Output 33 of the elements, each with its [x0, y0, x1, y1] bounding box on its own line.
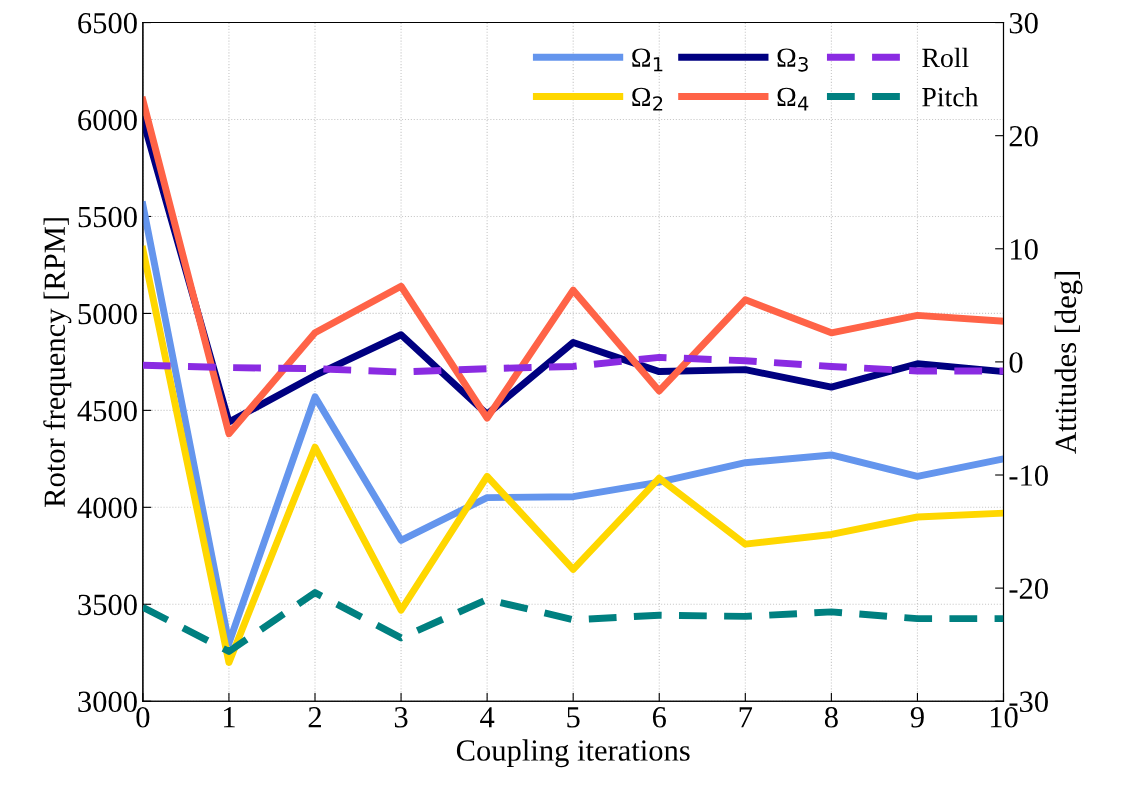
- y2-tick-label: 30: [1009, 12, 1038, 34]
- legend-label: Pitch: [922, 86, 979, 107]
- legend-label: Ω$_{4}$: [777, 87, 809, 111]
- y2-tick-label: 0: [1009, 352, 1023, 373]
- y-tick-label: 5500: [78, 206, 137, 228]
- legend-label: Ω$_{2}$: [632, 87, 663, 111]
- y-tick-label: 4000: [77, 497, 137, 519]
- y-tick-label: 3500: [78, 594, 137, 616]
- x-tick-label: 6: [652, 707, 666, 728]
- x-tick-label: 3: [394, 707, 408, 728]
- y-axis-title: Rotor frequency [RPM]: [43, 218, 72, 507]
- x-tick-label: 8: [824, 706, 838, 728]
- y-tick-label: 3000: [78, 691, 137, 713]
- x-tick-label: 1: [223, 707, 235, 728]
- y2-axis-title: Attitudes [deg]: [1054, 272, 1083, 454]
- x-tick-label: 5: [567, 707, 580, 728]
- y-tick-label: 6000: [78, 109, 137, 131]
- x-tick-label: 2: [308, 707, 321, 728]
- y-tick-label: 6500: [78, 12, 137, 34]
- x-tick-label: 4: [480, 707, 495, 728]
- y-tick-label: 4500: [77, 400, 137, 422]
- legend-label: Ω$_{3}$: [777, 48, 808, 72]
- y-tick-label: 5000: [78, 303, 137, 325]
- y2-tick-label: -10: [1009, 465, 1048, 486]
- x-tick-label: 0: [136, 706, 150, 728]
- x-axis-title: Coupling iterations: [456, 739, 690, 768]
- x-tick-label: 9: [910, 707, 924, 728]
- y2-tick-label: -20: [1009, 578, 1048, 600]
- y2-tick-label: 10: [1011, 239, 1038, 260]
- legend-label: Roll: [922, 47, 969, 68]
- x-tick-label: 7: [739, 707, 753, 728]
- y2-tick-label: 20: [1009, 125, 1038, 147]
- legend-label: Ω$_{1}$: [632, 48, 663, 72]
